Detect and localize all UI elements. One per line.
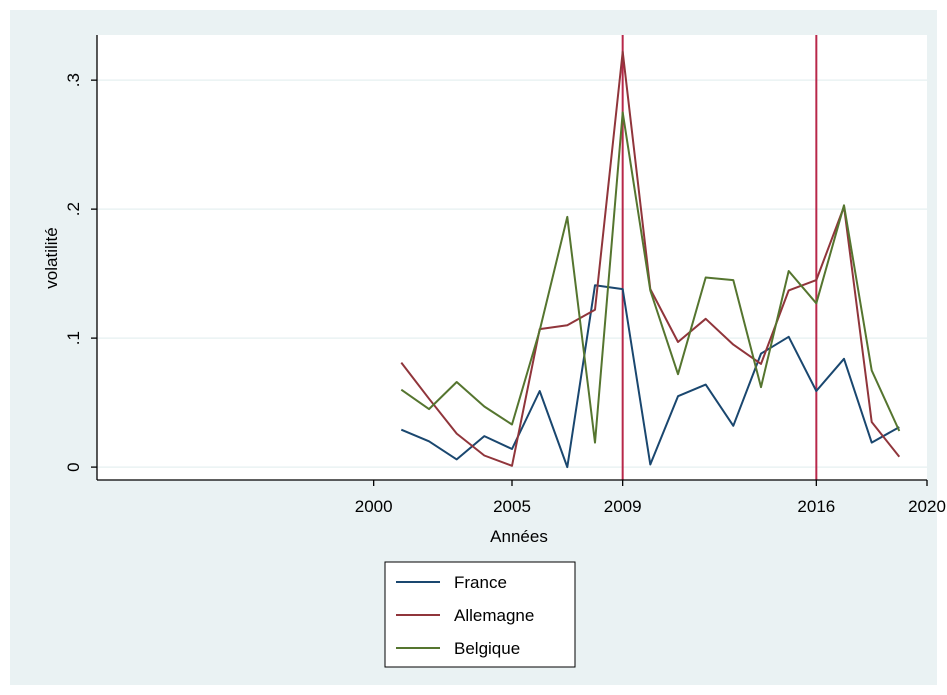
y-tick-label: 0 xyxy=(64,462,83,471)
x-axis-title: Années xyxy=(490,527,548,546)
x-tick-label-2020: 2020 xyxy=(908,497,946,516)
legend-label-belgique: Belgique xyxy=(454,639,520,658)
y-tick-label: .1 xyxy=(64,331,83,345)
x-tick-label-2009: 2009 xyxy=(604,497,642,516)
legend-label-allemagne: Allemagne xyxy=(454,606,534,625)
series-line-france xyxy=(400,284,900,469)
series-line-belgique xyxy=(400,111,901,444)
plot-area xyxy=(97,35,927,480)
y-tick-label: .3 xyxy=(64,73,83,87)
x-tick-label-2005: 2005 xyxy=(493,497,531,516)
legend-label-france: France xyxy=(454,573,507,592)
y-axis-title: volatilité xyxy=(42,227,61,288)
x-tick-label-2016: 2016 xyxy=(797,497,835,516)
legend: France Allemagne Belgique xyxy=(384,561,576,668)
x-ticks: 2000 2005 2009 2016 2020 xyxy=(355,480,946,516)
y-ticks: 0 .1 .2 .3 xyxy=(64,73,97,472)
y-tick-label: .2 xyxy=(64,202,83,216)
series-lines xyxy=(400,50,901,469)
x-tick-label-2000: 2000 xyxy=(355,497,393,516)
reference-lines xyxy=(621,35,818,480)
